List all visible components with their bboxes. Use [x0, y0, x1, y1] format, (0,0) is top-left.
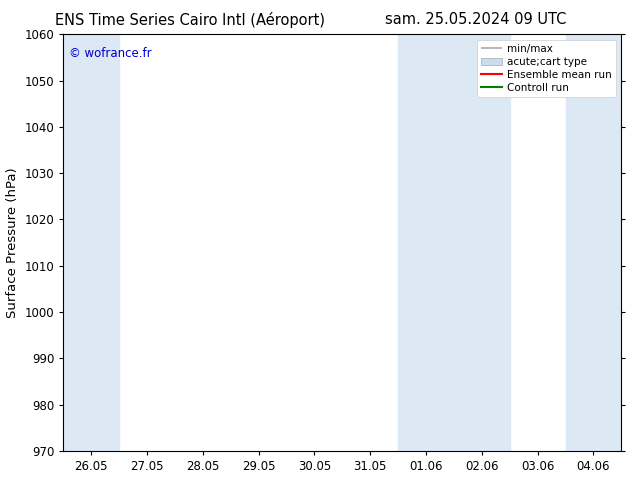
Bar	[398, 34, 510, 451]
Text: ENS Time Series Cairo Intl (Aéroport): ENS Time Series Cairo Intl (Aéroport)	[55, 12, 325, 28]
Text: sam. 25.05.2024 09 UTC: sam. 25.05.2024 09 UTC	[385, 12, 566, 27]
Legend: min/max, acute;cart type, Ensemble mean run, Controll run: min/max, acute;cart type, Ensemble mean …	[477, 40, 616, 97]
Bar	[63, 34, 119, 451]
Bar	[566, 34, 621, 451]
Y-axis label: Surface Pressure (hPa): Surface Pressure (hPa)	[6, 167, 19, 318]
Text: © wofrance.fr: © wofrance.fr	[69, 47, 152, 60]
